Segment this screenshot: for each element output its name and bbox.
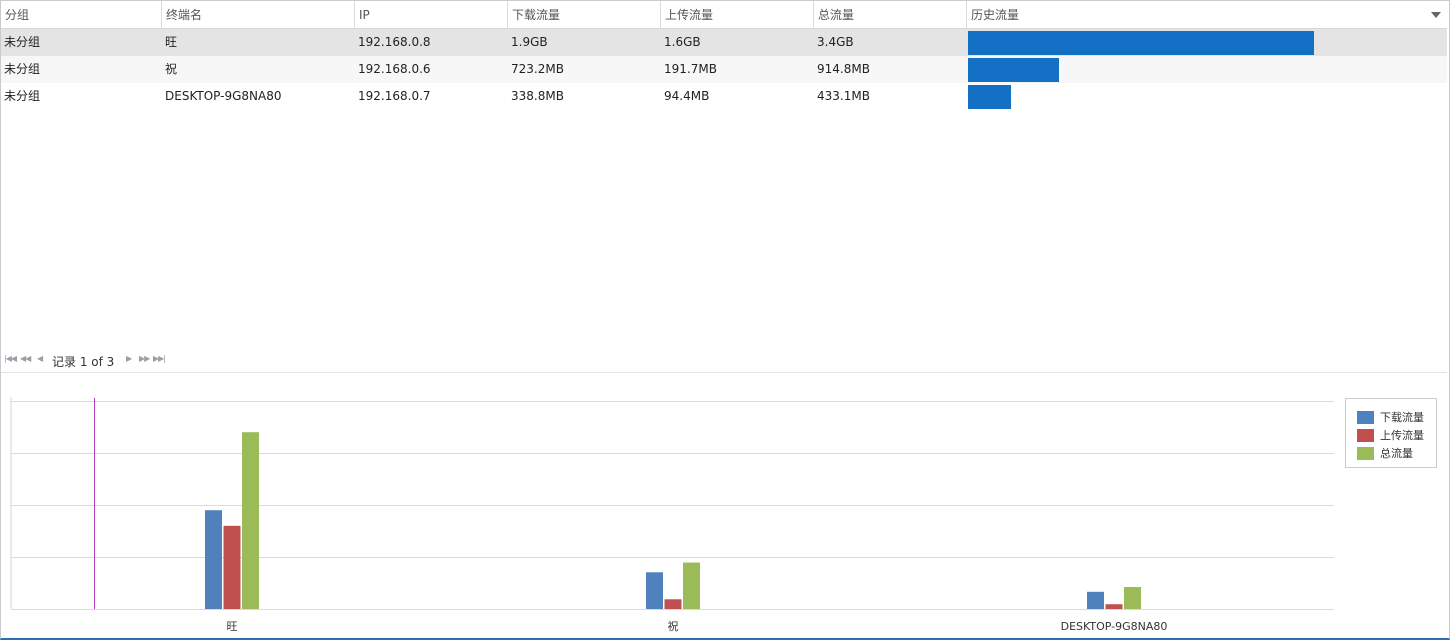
- bar-upload: [1105, 604, 1123, 609]
- history-traffic-bar: [968, 85, 1011, 109]
- cell-group: 未分组: [4, 89, 41, 103]
- table-row[interactable]: 未分组 DESKTOP-9G8NA80 192.168.0.7 338.8MB …: [1, 83, 1447, 110]
- legend-label: 总流量: [1380, 447, 1413, 460]
- table-row[interactable]: 未分组 旺 192.168.0.8 1.9GB 1.6GB 3.4GB: [1, 29, 1447, 56]
- cell-download: 723.2MB: [511, 62, 564, 76]
- bar-download: [646, 572, 663, 609]
- panel-divider: [1, 372, 1447, 373]
- bar-download: [205, 510, 222, 609]
- cell-upload: 1.6GB: [664, 35, 701, 49]
- bar-total: [683, 562, 700, 609]
- last-page-icon[interactable]: ▶▶|: [153, 354, 166, 363]
- legend-swatch: [1357, 429, 1374, 442]
- traffic-bar-chart: 旺 祝 DESKTOP-9G8NA80: [10, 397, 1334, 633]
- bar-total: [242, 432, 259, 609]
- legend-label: 下载流量: [1380, 411, 1424, 424]
- history-traffic-bar: [968, 58, 1059, 82]
- history-traffic-bar: [968, 31, 1314, 55]
- table-row[interactable]: 未分组 祝 192.168.0.6 723.2MB 191.7MB 914.8M…: [1, 56, 1447, 83]
- x-tick-label: 祝: [668, 619, 679, 633]
- prev-record-icon[interactable]: ◀: [37, 354, 43, 363]
- chart-legend: 下载流量 上传流量 总流量: [1345, 398, 1437, 468]
- prev-page-icon[interactable]: ◀◀: [20, 354, 31, 363]
- bar-upload: [664, 599, 682, 609]
- cell-group: 未分组: [4, 35, 41, 49]
- column-header-download[interactable]: 下载流量: [507, 1, 660, 29]
- cell-ip: 192.168.0.6: [358, 62, 431, 76]
- cell-download: 338.8MB: [511, 89, 564, 103]
- grid-header: 分组 终端名 IP 下载流量 上传流量 总流量 历史流量: [1, 1, 1447, 29]
- cell-ip: 192.168.0.7: [358, 89, 431, 103]
- cell-ip: 192.168.0.8: [358, 35, 431, 49]
- legend-label: 上传流量: [1380, 429, 1424, 442]
- cell-terminal-name: 祝: [165, 62, 178, 76]
- cell-upload: 94.4MB: [664, 89, 710, 103]
- cell-terminal-name: DESKTOP-9G8NA80: [165, 89, 282, 103]
- cell-group: 未分组: [4, 62, 41, 76]
- column-header-ip[interactable]: IP: [354, 1, 507, 29]
- cell-total: 914.8MB: [817, 62, 870, 76]
- cell-total: 3.4GB: [817, 35, 854, 49]
- pager-status-text: 记录 1 of 3: [52, 355, 115, 369]
- bar-upload: [223, 525, 241, 609]
- chevron-down-icon[interactable]: [1431, 12, 1441, 18]
- cell-terminal-name: 旺: [165, 35, 178, 49]
- column-header-total[interactable]: 总流量: [813, 1, 966, 29]
- bar-download: [1087, 591, 1104, 609]
- column-header-history[interactable]: 历史流量: [966, 1, 1447, 29]
- next-page-icon[interactable]: ▶▶: [139, 354, 150, 363]
- next-record-icon[interactable]: ▶: [126, 354, 132, 363]
- legend-swatch: [1357, 447, 1374, 460]
- column-header-terminal-name[interactable]: 终端名: [161, 1, 354, 29]
- x-tick-label: 旺: [227, 620, 238, 633]
- cell-download: 1.9GB: [511, 35, 548, 49]
- column-header-upload[interactable]: 上传流量: [660, 1, 813, 29]
- record-pager: |◀◀ ◀◀ ◀ 记录 1 of 3 ▶ ▶▶ ▶▶|: [0, 350, 400, 372]
- column-header-group[interactable]: 分组: [5, 8, 30, 22]
- legend-swatch: [1357, 411, 1374, 424]
- bar-total: [1124, 587, 1141, 609]
- cell-total: 433.1MB: [817, 89, 870, 103]
- x-tick-label: DESKTOP-9G8NA80: [1061, 620, 1168, 633]
- first-page-icon[interactable]: |◀◀: [4, 354, 17, 363]
- cell-upload: 191.7MB: [664, 62, 717, 76]
